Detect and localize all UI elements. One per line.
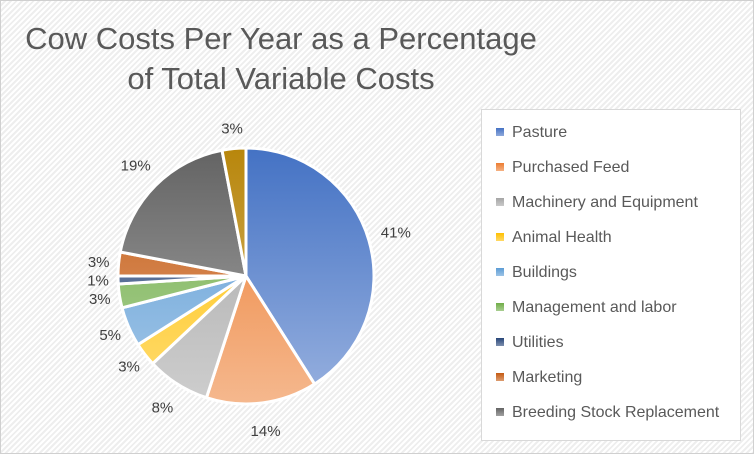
legend-item: Animal Health — [496, 229, 612, 247]
data-label: 14% — [251, 423, 281, 440]
data-label: 5% — [99, 327, 121, 344]
legend: Pasture Purchased Feed Machinery and Equip… — [481, 109, 741, 441]
data-label: 3% — [118, 359, 140, 376]
legend-swatch — [496, 338, 504, 346]
legend-item: Marketing — [496, 369, 582, 387]
legend-label: Utilities — [512, 334, 564, 351]
data-label: 19% — [121, 158, 151, 175]
legend-swatch — [496, 198, 504, 206]
legend-item: Buildings — [496, 264, 577, 282]
pie-slice-unnamed — [220, 146, 248, 277]
legend-swatch — [496, 128, 504, 136]
legend-swatch — [496, 268, 504, 276]
legend-swatch — [496, 373, 504, 381]
chart-title: Cow Costs Per Year as a Percentage of To… — [25, 21, 537, 96]
legend-item: Pasture — [496, 124, 567, 142]
legend-item: Purchased Feed — [496, 159, 629, 177]
data-label: 8% — [152, 400, 174, 417]
pie-slice-breeding-stock-replacement — [118, 148, 248, 278]
legend-swatch — [496, 408, 504, 416]
data-label: 1% — [87, 273, 109, 290]
legend-label: Marketing — [512, 369, 583, 386]
legend-label: Animal Health — [512, 229, 612, 246]
legend-item: Breeding Stock Replacement — [496, 404, 719, 422]
legend-item: Management and labor — [496, 299, 677, 317]
legend-label: Machinery and Equipment — [512, 194, 698, 211]
legend-label: Purchased Feed — [512, 159, 630, 176]
legend-label: Buildings — [512, 264, 577, 281]
legend-label: Management and labor — [512, 299, 677, 316]
legend-swatch — [496, 163, 504, 171]
data-label: 3% — [88, 254, 110, 271]
legend-swatch — [496, 303, 504, 311]
legend-item: Utilities — [496, 334, 564, 352]
pie-slice-purchased-feed — [204, 272, 317, 406]
legend-label: Breeding Stock Replacement — [512, 404, 720, 421]
data-label: 41% — [381, 224, 411, 241]
data-label: 3% — [89, 291, 111, 308]
data-label: 3% — [221, 121, 243, 138]
legend-item: Machinery and Equipment — [496, 194, 698, 212]
legend-label: Pasture — [512, 124, 568, 141]
legend-swatch — [496, 233, 504, 241]
